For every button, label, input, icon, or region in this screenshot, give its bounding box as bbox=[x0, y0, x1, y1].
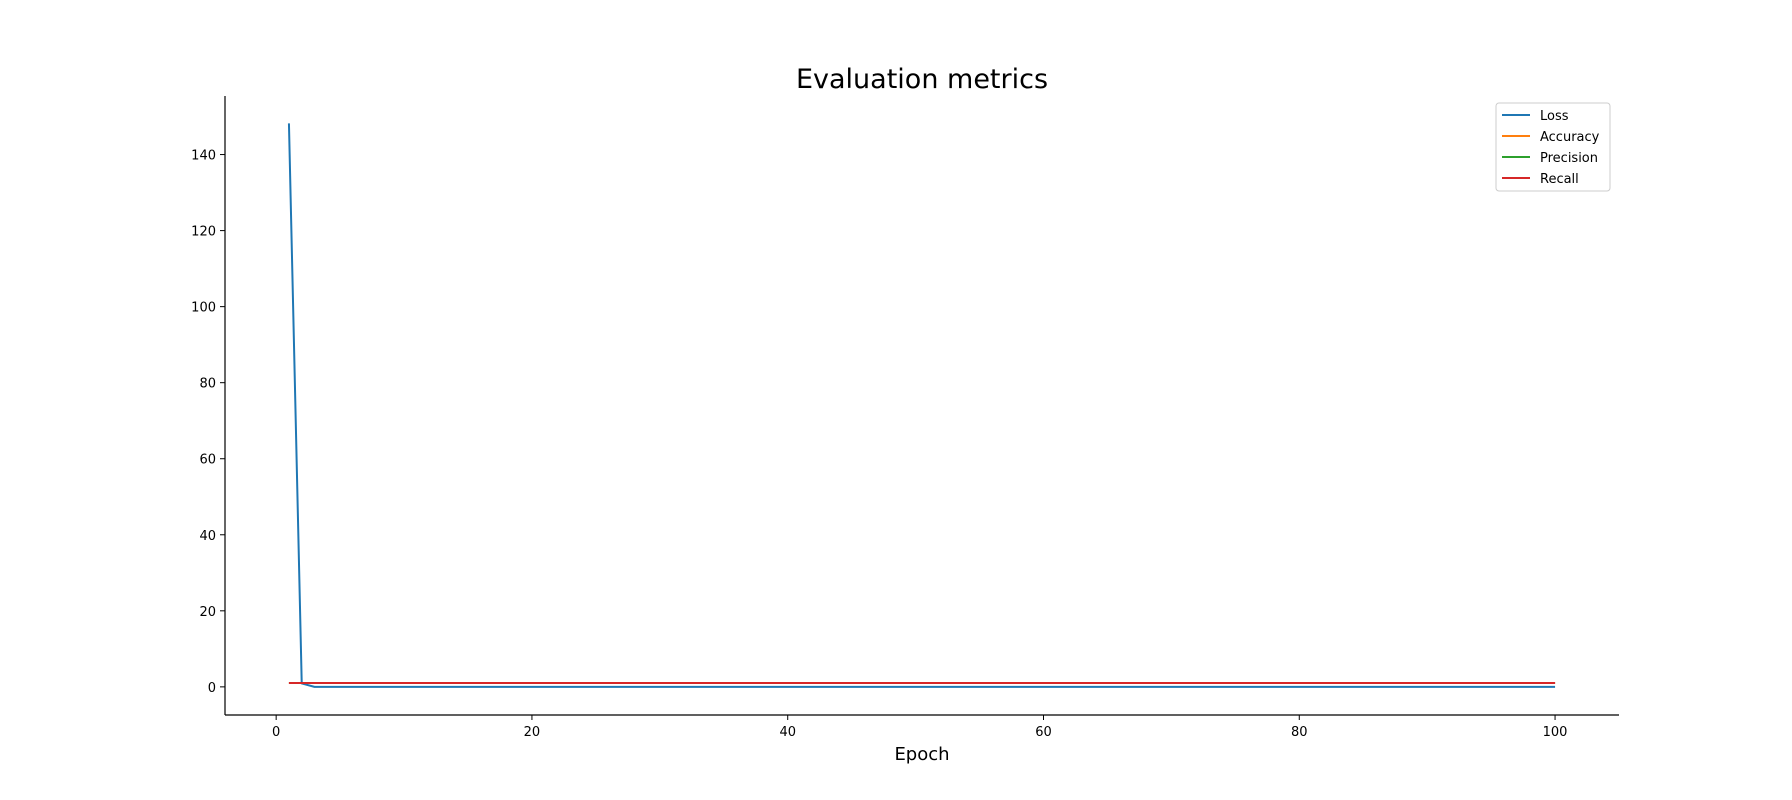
x-tick-label: 60 bbox=[1035, 725, 1052, 740]
y-tick-label: 80 bbox=[199, 377, 216, 392]
y-tick-label: 100 bbox=[191, 301, 216, 316]
x-tick-label: 100 bbox=[1543, 725, 1568, 740]
legend: Loss Accuracy Precision Recall bbox=[1495, 102, 1611, 192]
x-tick-label: 0 bbox=[272, 725, 280, 740]
ticks-group: 0 20 40 60 80 100 0 20 40 60 80 100 120 140 bbox=[191, 149, 1567, 740]
x-tick-label: 80 bbox=[1291, 725, 1308, 740]
legend-label-loss: Loss bbox=[1540, 109, 1569, 124]
x-tick-label: 40 bbox=[779, 725, 796, 740]
x-tick-label: 20 bbox=[524, 725, 541, 740]
legend-box bbox=[1495, 102, 1611, 192]
legend-label-precision: Precision bbox=[1540, 151, 1598, 166]
legend-label-accuracy: Accuracy bbox=[1540, 130, 1600, 145]
chart-title: Evaluation metrics bbox=[796, 64, 1048, 95]
axes-group bbox=[224, 96, 1619, 716]
y-tick-label: 60 bbox=[199, 453, 216, 468]
y-tick-label: 20 bbox=[199, 605, 216, 620]
y-tick-label: 120 bbox=[191, 225, 216, 240]
plot-series-group bbox=[287, 123, 1556, 688]
legend-label-recall: Recall bbox=[1540, 172, 1579, 187]
x-axis-label: Epoch bbox=[894, 744, 949, 765]
y-tick-label: 0 bbox=[208, 681, 216, 696]
y-tick-label: 40 bbox=[199, 529, 216, 544]
y-tick-label: 140 bbox=[191, 149, 216, 164]
series-line-loss bbox=[287, 123, 1556, 688]
